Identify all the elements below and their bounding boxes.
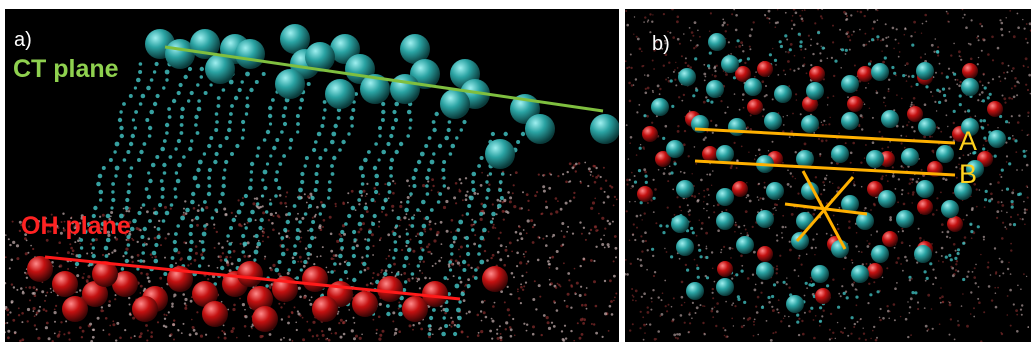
line-b-label: B [959,159,978,189]
panel-a: a) CT plane OH plane [5,9,619,342]
ct-atoms [145,24,619,169]
line-a [694,127,956,145]
ct-plane-label: CT plane [13,55,119,83]
oh-plane-label: OH plane [21,212,131,240]
line-a-label: A [959,126,978,156]
cross-line-3 [795,176,855,242]
panel-a-letter: a) [14,29,32,51]
oh-plane-line [44,255,461,301]
panel-b-letter: b) [652,33,670,55]
panel-b-canvas [625,9,1031,342]
line-b [694,159,956,177]
ct-plane-line [164,45,604,113]
oh-atoms [27,256,508,332]
panel-a-canvas [5,9,619,342]
ct-atoms [651,33,1006,313]
guide-lines [694,127,956,250]
alkyl-chains [74,61,526,337]
panel-b: b) A B [625,9,1031,342]
